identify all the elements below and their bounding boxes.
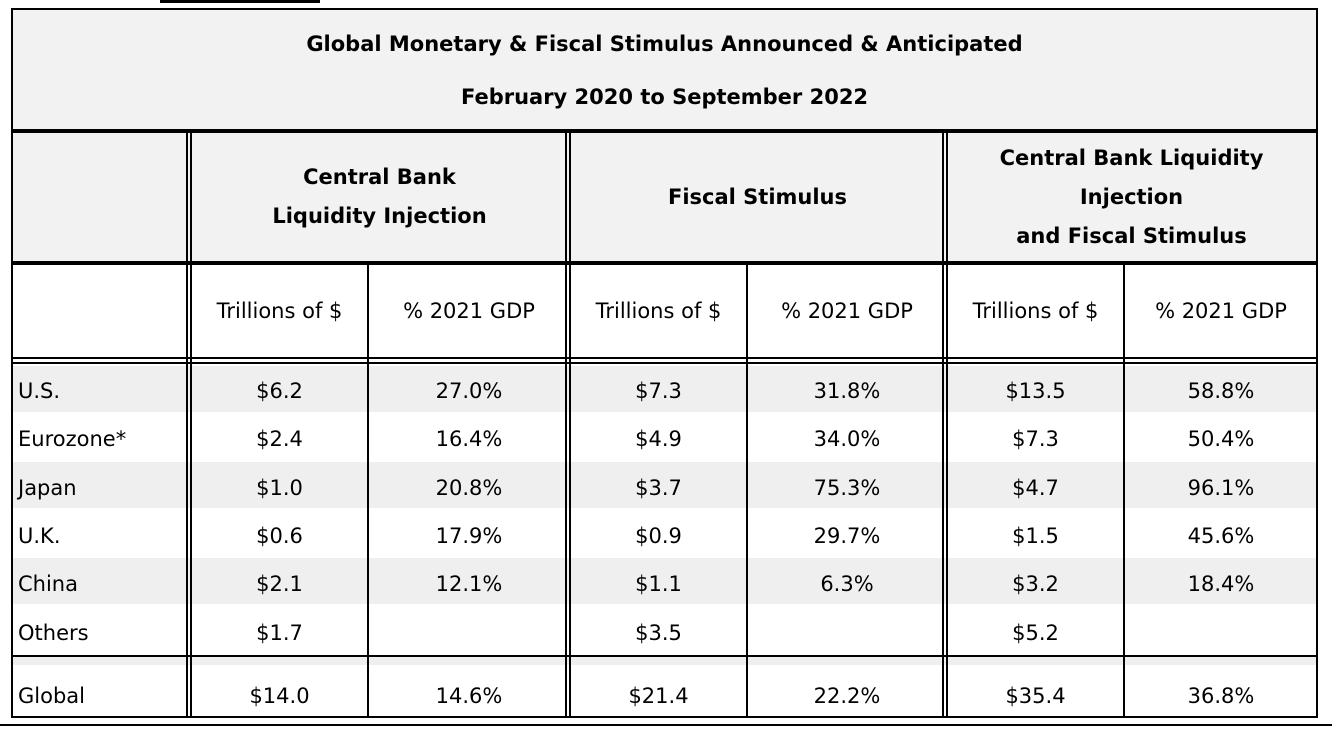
group-divider [569,129,571,716]
table-cell: 20.8% [435,475,503,500]
table-cell: 18.4% [1187,572,1255,597]
row-band [13,462,1316,508]
table-cell: $1.5 [1012,523,1059,548]
table-cell: $3.7 [635,475,682,500]
top-edge-rule [160,0,320,3]
group-divider [565,129,567,716]
table-cell: $2.4 [256,427,303,452]
group-header-fiscal: Fiscal Stimulus [570,133,945,261]
group-divider [186,129,188,716]
table-cell: 45.6% [1187,523,1255,548]
group-header-line1: Central Bank [303,165,456,189]
table-cell: $1.1 [635,572,682,597]
row-band [13,558,1316,604]
subheader-rule-2 [13,362,1316,364]
total-cell: 22.2% [813,684,881,708]
table-cell: 29.7% [813,523,881,548]
title-band [13,10,1316,129]
group-header-combined: Central Bank Liquidity Injection and Fis… [947,133,1316,261]
subheader-cb-gdp: % 2021 GDP [403,299,535,323]
table-cell [749,610,945,656]
stimulus-table: Global Monetary & Fiscal Stimulus Announ… [11,8,1318,718]
table-cell: $2.1 [256,572,303,597]
subheader-fiscal-gdp: % 2021 GDP [781,299,913,323]
total-rule [13,655,1316,657]
group-header-rule [13,261,1316,265]
table-cell: $3.2 [1012,572,1059,597]
group-header-band [13,133,1316,261]
total-cell: $14.0 [249,684,310,708]
table-title: Global Monetary & Fiscal Stimulus Announ… [306,32,1023,56]
column-divider [746,261,748,716]
total-cell: $21.4 [628,684,689,708]
table-cell: 27.0% [435,379,503,403]
table-cell: 16.4% [435,427,503,452]
total-cell: $35.4 [1005,684,1066,708]
subheader-fiscal-trillions: Trillions of $ [595,299,722,323]
group-header-line2: and Fiscal Stimulus [1016,223,1247,248]
table-cell: $13.5 [1005,379,1066,403]
column-divider [1123,261,1125,716]
table-cell: 34.0% [813,427,881,452]
row-label: Others [18,620,89,645]
table-cell [370,610,568,656]
group-header-line1: Central Bank Liquidity Injection [999,145,1264,209]
table-cell: $4.7 [1012,475,1059,500]
table-cell: 17.9% [435,523,503,548]
group-header-line1: Fiscal Stimulus [667,184,847,209]
group-divider [946,129,948,716]
table-cell: 12.1% [435,572,503,597]
table-cell: $7.3 [1012,427,1059,452]
subheader-combined-trillions: Trillions of $ [972,299,1099,323]
table-cell: $0.6 [256,523,303,548]
row-label: U.K. [18,523,61,548]
row-band [13,366,1316,412]
table-subtitle: February 2020 to September 2022 [460,85,869,109]
table-cell: $5.2 [1012,620,1059,645]
table-cell: 6.3% [820,572,874,597]
row-label: Eurozone* [18,427,127,452]
group-divider [190,129,192,716]
row-label: China [18,572,78,597]
group-divider [942,129,944,716]
column-divider [367,261,369,716]
table-cell: $6.2 [256,379,303,403]
table-cell: 58.8% [1187,379,1255,403]
table-cell: $0.9 [635,523,682,548]
group-header-central-bank: Central Bank Liquidity Injection [191,133,568,261]
table-cell [1126,610,1316,656]
group-header-line2: Liquidity Injection [272,204,487,228]
table-cell: $1.7 [256,620,303,645]
subheader-cb-trillions: Trillions of $ [216,299,343,323]
subheader-combined-gdp: % 2021 GDP [1155,299,1287,323]
table-cell: 75.3% [813,475,881,500]
title-rule [13,129,1316,133]
row-band [13,655,1316,665]
table-cell: $1.0 [256,475,303,500]
row-label: U.S. [18,379,61,403]
table-cell: 96.1% [1187,475,1255,500]
table-cell: $4.9 [635,427,682,452]
subheader-rule-1 [13,357,1316,359]
table-cell: 31.8% [813,379,881,403]
table-cell: $3.5 [635,620,682,645]
total-row-label: Global [18,684,85,708]
bottom-rule [0,724,1332,726]
table-cell: $7.3 [635,379,682,403]
table-cell: 50.4% [1187,427,1255,452]
total-cell: 14.6% [435,684,503,708]
total-cell: 36.8% [1187,684,1255,708]
row-label: Japan [18,475,77,500]
